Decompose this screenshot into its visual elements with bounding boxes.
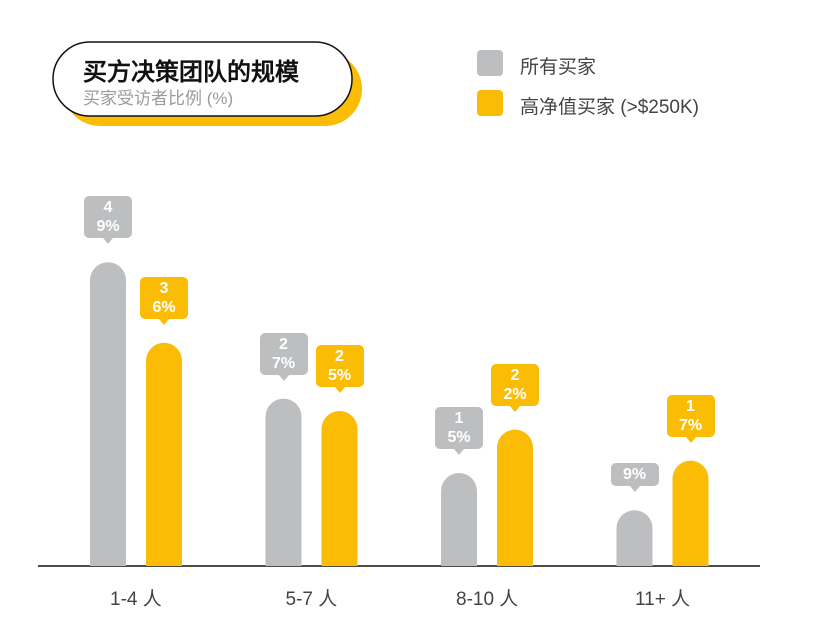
- bar: [146, 342, 182, 566]
- x-tick-label: 8-10 人: [456, 589, 519, 610]
- bar: [441, 473, 477, 566]
- bar: [616, 510, 653, 566]
- value-label-text: 15%: [447, 410, 471, 446]
- value-label: 17%: [666, 394, 715, 443]
- x-tick-label: 1-4 人: [110, 589, 162, 610]
- bar: [497, 429, 533, 566]
- value-label: 15%: [435, 407, 483, 455]
- value-label-text: 22%: [503, 366, 527, 403]
- value-label-text: 27%: [271, 335, 296, 372]
- value-label-text: 9%: [622, 466, 647, 484]
- bars: [90, 262, 709, 566]
- legend-swatch: [477, 50, 503, 76]
- legend-label: 所有买家: [520, 57, 597, 78]
- x-tick-label: 5-7 人: [285, 589, 338, 610]
- value-label-text: 49%: [96, 199, 120, 236]
- bar: [265, 398, 302, 566]
- chart-subtitle: 买家受访者比例 (%): [83, 89, 234, 108]
- value-label-text: 25%: [327, 348, 352, 384]
- value-label-text: 36%: [152, 279, 176, 316]
- legend-label: 高净值买家 (>$250K): [520, 97, 699, 118]
- value-label: 9%: [610, 463, 659, 493]
- chart-title: 买方决策团队的规模: [83, 59, 299, 86]
- x-tick-label: 11+ 人: [635, 589, 691, 610]
- bar: [672, 460, 709, 566]
- value-label: 36%: [140, 276, 188, 325]
- value-label: 27%: [259, 332, 308, 381]
- legend-swatch: [477, 90, 503, 116]
- bar: [90, 262, 126, 566]
- bar: [321, 411, 358, 566]
- value-label: 22%: [491, 363, 539, 412]
- value-label-text: 17%: [678, 397, 703, 434]
- value-label: 49%: [84, 196, 132, 245]
- title-box: [52, 41, 353, 117]
- value-label: 25%: [315, 345, 364, 393]
